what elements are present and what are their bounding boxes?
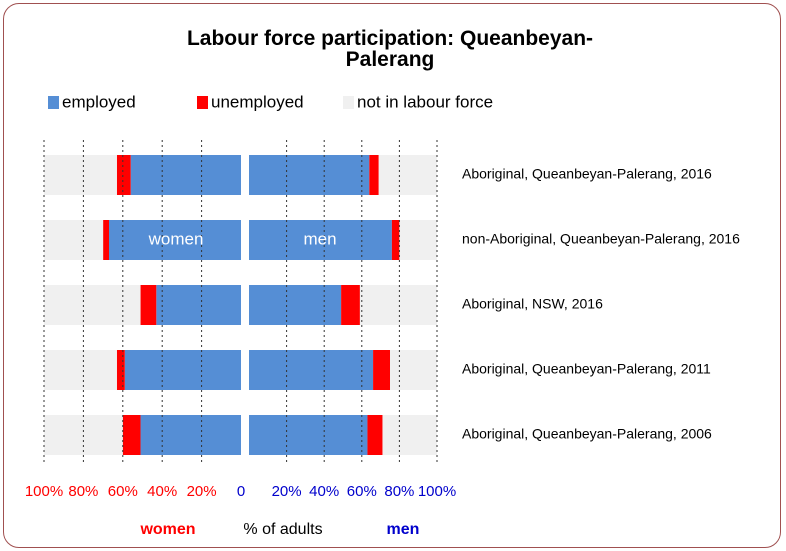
category-label: Aboriginal, Queanbeyan-Palerang, 2011 (462, 361, 711, 377)
bar-women (140, 415, 241, 455)
bar-women (44, 220, 104, 260)
bar-women (122, 415, 141, 455)
axis-group-label: men (387, 521, 420, 538)
bar-women (116, 155, 131, 195)
x-tick-label: 20% (187, 483, 217, 500)
x-tick-label: 40% (309, 483, 339, 500)
x-tick-label: 60% (347, 483, 377, 500)
x-tick-label: 60% (108, 483, 138, 500)
bar-men (373, 350, 390, 390)
bar-women (116, 350, 125, 390)
bar-men (399, 220, 437, 260)
bar-men (382, 415, 437, 455)
chart-title: Labour force participation: Queanbeyan-P… (186, 27, 594, 71)
bar-men (378, 155, 437, 195)
legend-label: not in labour force (357, 92, 493, 111)
bar-men (369, 155, 379, 195)
legend-swatch (197, 96, 208, 109)
bar-men (341, 285, 360, 325)
x-tick-label: 0 (237, 483, 245, 500)
bar-men (367, 415, 383, 455)
x-tick-label: 80% (68, 483, 98, 500)
bar-men (359, 285, 437, 325)
x-tick-label: 20% (272, 483, 302, 500)
category-label: Aboriginal, Queanbeyan-Palerang, 2006 (462, 426, 712, 442)
bar-group-label: women (148, 229, 204, 248)
category-label: Aboriginal, Queanbeyan-Palerang, 2016 (462, 166, 712, 182)
bar-women (44, 285, 141, 325)
bar-women (44, 155, 117, 195)
bar-women (124, 350, 241, 390)
bar-men (249, 155, 370, 195)
category-label: Aboriginal, NSW, 2016 (462, 296, 603, 312)
bar-group-label: men (303, 229, 336, 248)
bar-men (249, 285, 342, 325)
legend-swatch (48, 96, 59, 109)
x-tick-label: 100% (418, 483, 456, 500)
x-tick-label: 100% (25, 483, 63, 500)
bar-men (391, 220, 400, 260)
bar-women (103, 220, 110, 260)
bar-men (390, 350, 437, 390)
bar-women (140, 285, 157, 325)
bar-women (44, 350, 117, 390)
x-tick-label: 80% (384, 483, 414, 500)
bar-men (249, 350, 374, 390)
bar-women (109, 220, 241, 260)
frame (3, 3, 781, 548)
x-axis-label: % of adults (243, 521, 322, 538)
legend-label: employed (62, 92, 136, 111)
x-tick-label: 40% (147, 483, 177, 500)
bar-men (249, 415, 368, 455)
category-label: non-Aboriginal, Queanbeyan-Palerang, 201… (462, 231, 740, 247)
legend-swatch (343, 96, 354, 109)
bar-women (130, 155, 241, 195)
bar-women (156, 285, 241, 325)
legend-label: unemployed (211, 92, 304, 111)
bar-men (249, 220, 392, 260)
axis-group-label: women (139, 521, 195, 538)
